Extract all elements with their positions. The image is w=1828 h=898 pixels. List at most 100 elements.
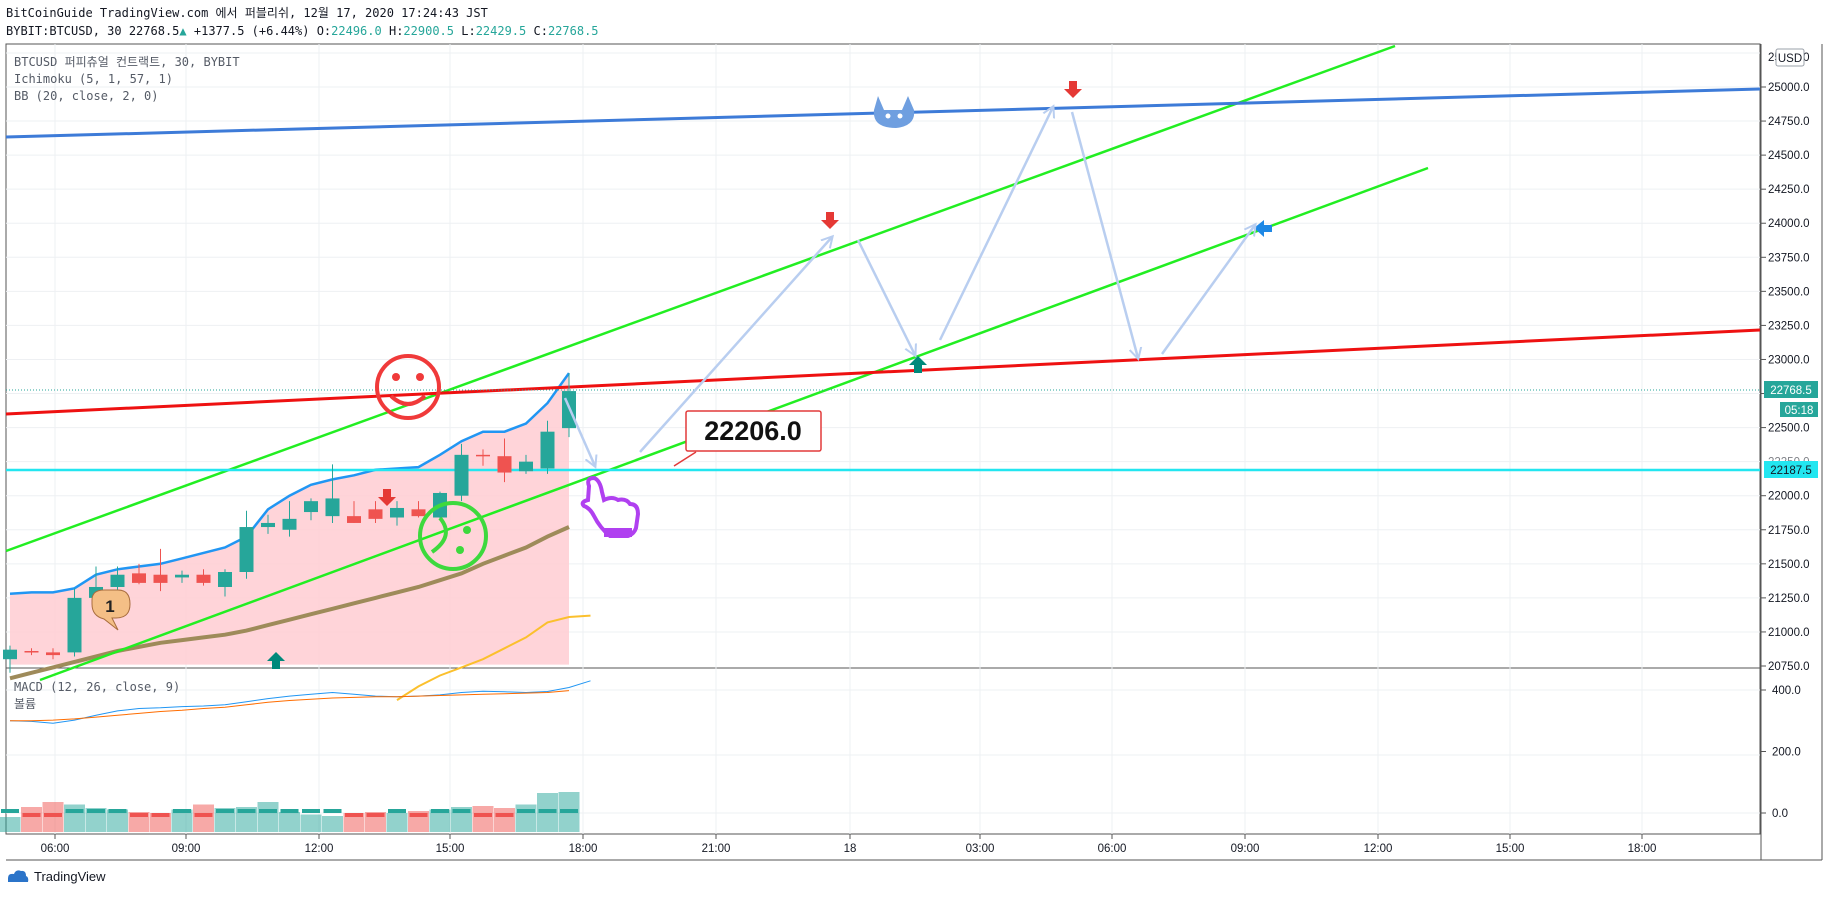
macd-line: [9, 680, 591, 724]
time-tick-label: 12:00: [305, 843, 334, 855]
legend-macd: MACD (12, 26, close, 9): [14, 680, 180, 694]
time-tick-label: 03:00: [966, 843, 995, 855]
annotation-bubble[interactable]: 1: [91, 589, 131, 631]
volume-bar: [64, 804, 85, 832]
macd-histogram-bar: [517, 809, 535, 813]
sideways-face-icon[interactable]: [418, 501, 488, 571]
candle-body: [196, 574, 211, 583]
low-value: 22429.5: [475, 24, 527, 38]
symbol: BYBIT:BTCUSD, 30: [6, 24, 122, 38]
volume-bar: [0, 817, 21, 832]
open-label: O:: [316, 24, 332, 38]
time-tick-label: 18:00: [569, 843, 598, 855]
macd-histogram-bar: [108, 809, 127, 813]
legend-main: BTCUSD 퍼피츄얼 컨트랙트, 30, BYBIT: [14, 55, 240, 69]
green-channel-upper: [5, 44, 1396, 553]
macd-histogram-bar: [452, 809, 471, 813]
macd-histogram-bar: [280, 809, 299, 813]
forecast-arrow: [1070, 111, 1138, 358]
currency-text: USD: [1778, 53, 1802, 65]
countdown-text: 05:18: [1785, 405, 1814, 417]
hline-price-text: 22187.5: [1770, 465, 1812, 477]
candle-body: [368, 509, 383, 519]
macd-histogram-bar: [173, 809, 191, 813]
candle-body: [153, 574, 168, 583]
bubble-number: 1: [105, 597, 114, 616]
macd-histogram-bar: [216, 809, 234, 813]
red-trend-line: [5, 328, 1761, 416]
macd-histogram-bar: [431, 809, 449, 813]
price-tick-label: 24000.0: [1768, 218, 1810, 230]
macd-tick-label: 400.0: [1772, 685, 1801, 697]
candle-body: [454, 454, 469, 496]
candle-body: [218, 571, 232, 587]
time-tick-label: 15:00: [436, 843, 465, 855]
grid-lines: [6, 44, 1760, 834]
macd-histogram-bar: [237, 809, 256, 813]
happy-face-icon[interactable]: [375, 354, 441, 420]
price-callout[interactable]: 22206.0: [673, 410, 822, 467]
price-tick-label: 21750.0: [1768, 525, 1810, 537]
macd-histogram-bar: [65, 809, 84, 813]
macd-histogram-bar: [366, 813, 385, 817]
bb-upper-line: [9, 372, 571, 596]
ohlc-line: BYBIT:BTCUSD, 30 22768.5▲ +1377.5 (+6.44…: [6, 22, 599, 40]
change: +1377.5 (+6.44%): [193, 24, 310, 38]
volume-bar: [451, 807, 472, 832]
left-arrow-icon: [1254, 220, 1272, 237]
high-value: 22900.5: [403, 24, 454, 38]
up-triangle-icon: ▲: [179, 24, 187, 38]
time-tick-label: 06:00: [41, 843, 70, 855]
candle-body: [497, 456, 512, 473]
buy-arrow-icon: [909, 356, 927, 373]
volume-bars: [0, 792, 580, 832]
macd-histogram-bar: [151, 813, 170, 817]
macd-tick-label: 200.0: [1772, 747, 1801, 759]
time-axis[interactable]: 06:00 09:00 12:00 15:00 18:00 21:00 18 03:00 06:…: [41, 834, 1657, 855]
volume-bar: [472, 806, 494, 832]
volume-bar: [279, 812, 300, 832]
candle-body: [476, 454, 490, 457]
price-tick-label: 24500.0: [1768, 150, 1810, 162]
time-tick-label: 18: [844, 843, 857, 855]
ichimoku-line: [396, 614, 591, 701]
time-tick-label: 15:00: [1496, 843, 1525, 855]
currency-badge[interactable]: USD: [1775, 48, 1805, 67]
macd-histogram-bar: [538, 809, 557, 813]
volume-bar: [21, 807, 42, 832]
macd-histogram-bar: [560, 809, 578, 813]
time-tick-label: 18:00: [1628, 843, 1657, 855]
price-axis[interactable]: 25000.0 24750.0 24500.0 24250.0 24000.0 23750…: [1761, 52, 1810, 673]
candle-body: [46, 652, 60, 656]
tradingview-logo[interactable]: TradingView: [6, 868, 106, 884]
volume-bar: [386, 813, 408, 832]
macd-histogram-bar: [44, 813, 62, 817]
indicator-lines: [9, 372, 591, 701]
price-tick-label: 21500.0: [1768, 559, 1810, 571]
price-tick-label: 24250.0: [1768, 184, 1810, 196]
candle-body: [3, 649, 17, 660]
candle-body: [325, 498, 340, 517]
close-label: C:: [533, 24, 548, 38]
cloud-logo-icon: [8, 870, 29, 882]
volume-bar: [343, 813, 365, 832]
time-tick-label: 12:00: [1364, 843, 1393, 855]
bb-basis-line: [9, 525, 570, 681]
volume-bar: [494, 808, 515, 832]
last-price: 22768.5: [128, 24, 180, 38]
candles[interactable]: [3, 81, 1272, 673]
forecast-arrow: [856, 239, 915, 355]
volume-bar: [515, 804, 537, 832]
volume-bar: [300, 814, 322, 832]
candle-body: [175, 574, 189, 578]
candle-body: [411, 509, 426, 517]
forecast-path[interactable]: [563, 107, 1255, 466]
candle-body: [132, 573, 146, 583]
macd-histogram-bar: [345, 813, 363, 817]
volume-bar: [236, 807, 257, 832]
candle-body: [110, 574, 125, 587]
volume-bar: [85, 808, 107, 832]
signal-line: [10, 690, 570, 722]
candle-body: [24, 651, 39, 653]
